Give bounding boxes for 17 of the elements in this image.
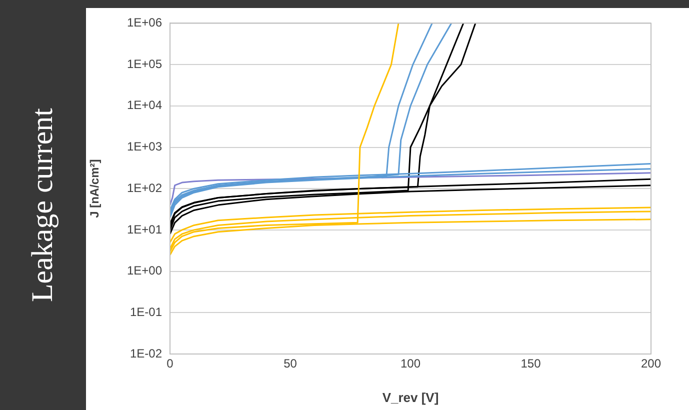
y-tick-label: 1E+06 xyxy=(126,16,162,30)
y-tick-label: 1E+03 xyxy=(126,140,162,154)
y-tick-label: 1E+01 xyxy=(126,222,162,236)
x-axis-title: V_rev [V] xyxy=(382,390,439,405)
y-tick-label: 1E+00 xyxy=(126,264,162,278)
x-tick-label: 100 xyxy=(400,356,421,371)
x-tick-label: 150 xyxy=(520,356,542,371)
y-tick-label: 1E+04 xyxy=(126,98,162,112)
x-tick-label: 50 xyxy=(284,356,298,371)
y-tick-label: 1E+05 xyxy=(126,56,162,71)
y-tick-label: 1E-01 xyxy=(130,304,162,319)
x-tick-label: 200 xyxy=(640,356,662,371)
text: Leakage current xyxy=(26,108,60,302)
x-tick-label: 0 xyxy=(166,356,174,371)
y-axis-title: J [nA/cm²] xyxy=(88,159,102,218)
y-tick-label: 1E-02 xyxy=(130,346,162,360)
y-tick-label: 1E+02 xyxy=(126,180,162,195)
